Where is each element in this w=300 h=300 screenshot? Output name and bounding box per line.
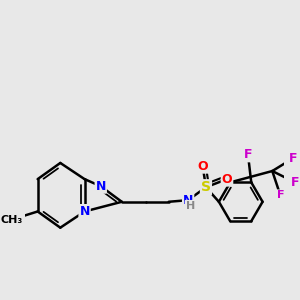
Text: S: S — [201, 180, 211, 194]
Text: O: O — [197, 160, 208, 173]
Text: F: F — [244, 148, 252, 161]
Text: O: O — [222, 172, 232, 186]
Text: F: F — [289, 152, 298, 165]
Text: CH₃: CH₃ — [1, 214, 23, 225]
Text: N: N — [183, 194, 193, 207]
Text: H: H — [186, 201, 195, 211]
Text: F: F — [291, 176, 299, 189]
Text: N: N — [96, 180, 106, 193]
Text: F: F — [277, 190, 284, 200]
Text: N: N — [80, 205, 90, 218]
